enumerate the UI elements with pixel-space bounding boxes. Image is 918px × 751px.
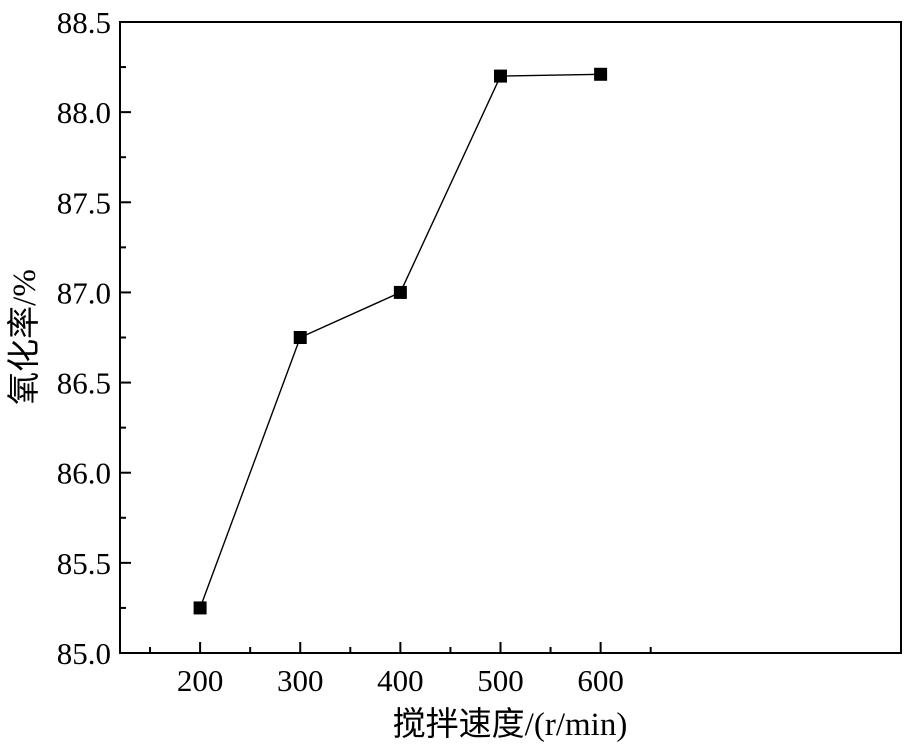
data-point-marker — [293, 331, 307, 344]
y-axis-title: 氧化率/% — [6, 269, 43, 405]
y-tick-label: 85.0 — [57, 636, 111, 671]
x-tick-label: 600 — [577, 663, 624, 698]
y-tick-label: 88.5 — [57, 5, 111, 40]
x-axis-ticks: 200 300 400 500 600 — [149, 642, 652, 698]
y-tick-label: 87.5 — [57, 185, 111, 220]
series-layer — [193, 67, 608, 615]
x-tick-label: 500 — [477, 663, 524, 698]
x-tick-label: 200 — [177, 663, 224, 698]
data-point-marker — [493, 69, 507, 83]
series-line — [199, 73, 601, 609]
y-tick-label: 86.5 — [57, 366, 111, 401]
y-tick-label: 86.0 — [57, 456, 111, 491]
x-tick-label: 300 — [277, 663, 324, 698]
plot-frame — [119, 21, 902, 654]
data-point-marker — [594, 67, 608, 81]
y-axis-ticks: 85.0 85.5 86.0 86.5 87.0 87.5 88.0 88.5 — [57, 5, 131, 671]
y-tick-label: 85.5 — [57, 546, 111, 581]
y-tick-label: 87.0 — [57, 275, 111, 310]
x-axis-title: 搅拌速度/(r/min) — [393, 706, 628, 743]
x-tick-label: 400 — [377, 663, 424, 698]
data-point-marker — [393, 285, 407, 299]
data-point-marker — [193, 601, 207, 615]
y-tick-label: 88.0 — [57, 95, 111, 130]
